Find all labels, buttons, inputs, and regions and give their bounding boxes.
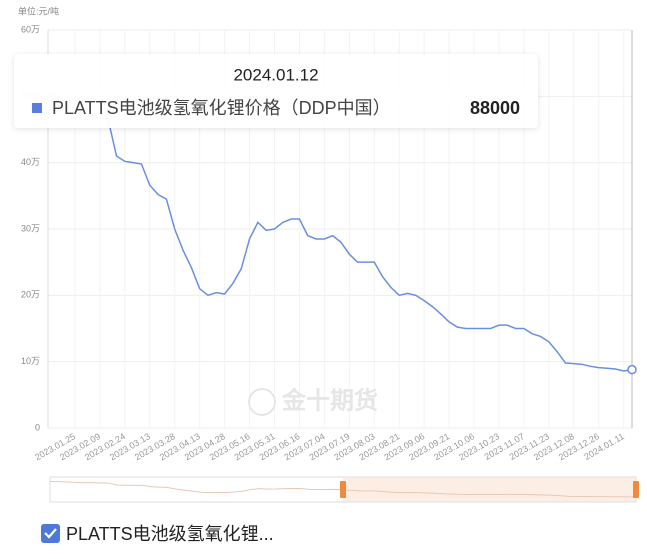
tooltip-box <box>14 54 538 128</box>
tooltip-date: 2024.01.12 <box>233 65 318 84</box>
y-tick-label: 20万 <box>21 290 40 300</box>
active-point <box>627 364 637 375</box>
legend-checkbox[interactable] <box>41 524 60 543</box>
watermark-logo <box>248 388 276 416</box>
tooltip-marker <box>32 103 42 113</box>
unit-label: 单位:元/吨 <box>18 5 59 16</box>
y-tick-label: 0 <box>35 422 40 432</box>
zoom-window <box>343 477 636 502</box>
legend-label[interactable]: PLATTS电池级氢氧化锂... <box>66 524 274 544</box>
tooltip-value: 88000 <box>470 98 520 118</box>
watermark: 金十期货 <box>281 386 378 414</box>
tooltip: 2024.01.12 PLATTS电池级氢氧化锂价格（DDP中国） 88000 <box>14 54 538 128</box>
y-tick-label: 60万 <box>21 24 40 34</box>
check-icon <box>44 528 57 539</box>
zoom-slider[interactable] <box>49 476 639 503</box>
plot <box>49 30 637 428</box>
tooltip-series: PLATTS电池级氢氧化锂价格（DDP中国） <box>52 98 391 118</box>
y-tick-label: 30万 <box>21 223 40 233</box>
series-line <box>49 92 633 372</box>
y-tick-label: 40万 <box>21 157 40 167</box>
y-tick-label: 10万 <box>21 356 40 366</box>
zoom-handle[interactable] <box>633 481 639 498</box>
legend[interactable]: PLATTS电池级氢氧化锂... <box>41 524 274 544</box>
zoom-handle[interactable] <box>340 481 346 498</box>
